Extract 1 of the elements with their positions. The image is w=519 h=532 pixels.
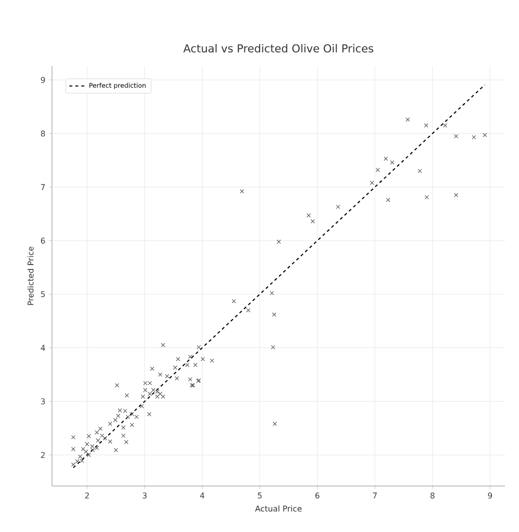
- chart-title: Actual vs Predicted Olive Oil Prices: [183, 44, 374, 52]
